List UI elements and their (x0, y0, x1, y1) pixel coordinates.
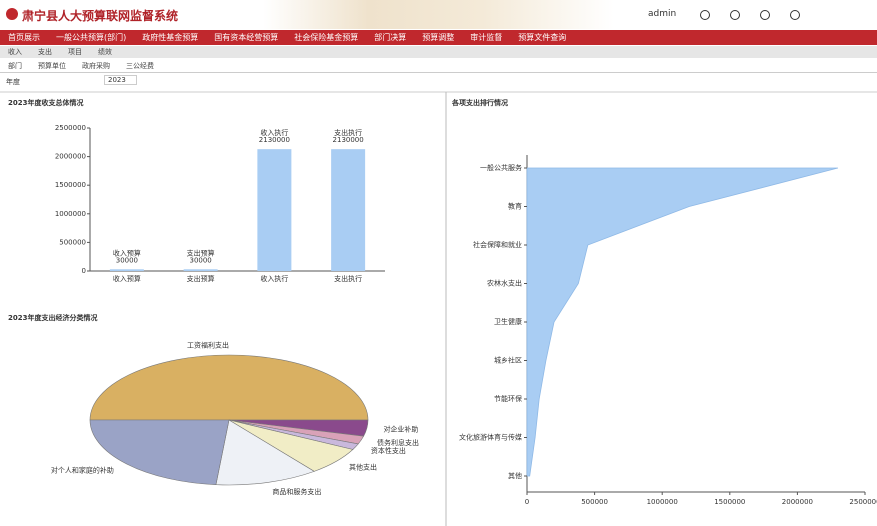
pie-slice (90, 355, 368, 420)
x-tick-label: 2500000 (849, 498, 877, 506)
x-tick-label: 支出预算 (187, 274, 215, 283)
pie-label: 工资福利支出 (187, 340, 229, 349)
pie-slice (90, 420, 229, 485)
y-tick-label: 农林水支出 (487, 279, 522, 288)
area (527, 168, 838, 476)
y-tick-label: 1500000 (55, 181, 86, 189)
pie-label: 对企业补助 (383, 424, 418, 433)
y-tick-label: 卫生健康 (494, 317, 522, 326)
pie-label: 资本性支出 (371, 446, 406, 455)
x-tick-label: 2000000 (782, 498, 813, 506)
chart-title: 2023年度支出经济分类情况 (8, 313, 97, 322)
x-tick-label: 收入执行 (260, 274, 288, 283)
y-tick-label: 教育 (508, 202, 522, 211)
page: {"header": {"title": "肃宁县人大预算联网监督系统", "u… (0, 0, 877, 526)
bar-label-value: 2130000 (259, 136, 290, 144)
chart-title: 2023年度收支总体情况 (8, 98, 83, 107)
pie-label: 对个人和家庭的补助 (51, 465, 114, 474)
x-tick-label: 收入预算 (113, 274, 141, 283)
bar (184, 269, 218, 271)
x-tick-label: 500000 (581, 498, 608, 506)
bar (110, 269, 144, 271)
y-tick-label: 1000000 (55, 210, 86, 218)
y-tick-label: 2000000 (55, 153, 86, 161)
pie-label: 其他支出 (349, 463, 377, 472)
chart-title: 各项支出排行情况 (451, 98, 508, 107)
y-tick-label: 其他 (508, 471, 522, 480)
y-tick-label: 一般公共服务 (480, 163, 522, 172)
bar-label-value: 30000 (116, 256, 138, 264)
x-tick-label: 1500000 (714, 498, 745, 506)
y-tick-label: 社会保障和就业 (473, 240, 522, 249)
x-tick-label: 支出执行 (334, 274, 362, 283)
pie-label: 商品和服务支出 (272, 487, 321, 496)
bar (331, 149, 365, 271)
y-tick-label: 文化旅游体育与传媒 (459, 433, 522, 442)
charts: 2023年度收支总体情况 0 500000 1000000 1500000 2000000… (0, 0, 877, 526)
y-tick-label: 节能环保 (494, 394, 522, 403)
y-tick-label: 城乡社区 (494, 356, 522, 365)
x-tick-label: 1000000 (647, 498, 678, 506)
x-tick-label: 0 (525, 498, 529, 506)
bar (257, 149, 291, 271)
y-tick-label: 2500000 (55, 124, 86, 132)
pie-label: 债务利息支出 (377, 438, 419, 447)
y-tick-label: 500000 (59, 238, 86, 246)
y-tick-label: 0 (82, 267, 86, 275)
bar-label-value: 2130000 (333, 136, 364, 144)
bar-label-value: 30000 (189, 256, 211, 264)
